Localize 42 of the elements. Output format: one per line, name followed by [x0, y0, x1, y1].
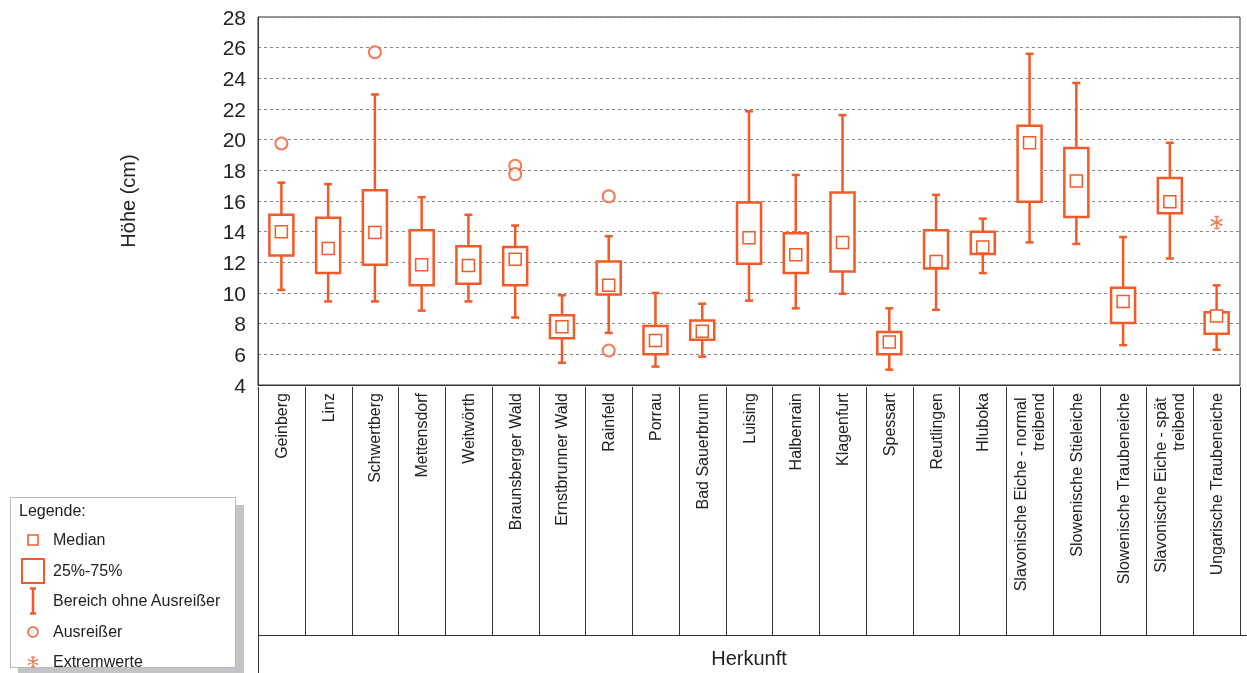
- y-tick-label: 12: [222, 250, 246, 274]
- text: Ausreißer: [53, 621, 123, 642]
- y-tick-label: 28: [222, 5, 246, 29]
- y-tick-label: 22: [222, 97, 246, 121]
- x-tick-label: Slowenische Traubeneiche: [1114, 392, 1132, 585]
- x-tick-label: Halbenrain: [787, 393, 805, 471]
- legend-label: Extremwerte: [53, 652, 143, 672]
- y-tick-label: 16: [222, 189, 246, 213]
- x-tick-label: Slavonische Eiche - normal treibend: [1012, 393, 1048, 592]
- x-tick-label: Reutlingen: [927, 393, 945, 470]
- x-tick-label: Ernstbrunner Wald: [553, 393, 571, 526]
- x-tick-label: Slavonische Eiche - spät treibend: [1152, 393, 1188, 573]
- x-tick-label: Slowenische Stieleiche: [1067, 392, 1085, 557]
- y-tick-label: 10: [222, 281, 246, 305]
- y-tick-label: 18: [222, 158, 246, 182]
- y-tick-label: 26: [222, 36, 246, 60]
- y-tick-label: 14: [222, 220, 247, 244]
- text: Median: [53, 530, 106, 550]
- x-tick-label: Porrau: [646, 393, 664, 442]
- x-tick-label: Spessart: [880, 392, 898, 457]
- x-tick-label: Klagenfurt: [834, 392, 852, 466]
- y-tick-label: 24: [222, 66, 247, 90]
- y-tick-label: 8: [234, 312, 246, 336]
- x-tick-label: Braunsberger Wald: [506, 393, 524, 531]
- text: 25%-75%: [53, 560, 123, 581]
- x-tick-label: Mettensdorf: [413, 392, 431, 478]
- legend-title: Legende:: [19, 502, 86, 520]
- x-tick-label: Schwertberg: [366, 393, 384, 483]
- x-tick-label: Ungarische Traubeneiche: [1208, 392, 1226, 576]
- x-tick-label: Bad Sauerbrunn: [693, 393, 711, 510]
- y-axis-title: Höhe (cm): [117, 154, 139, 248]
- x-tick-label: Luising: [740, 393, 758, 444]
- x-tick-label: Weitwörth: [459, 393, 477, 464]
- x-tick-label: Linz: [319, 393, 337, 423]
- x-tick-label: Hluboka: [974, 392, 992, 452]
- x-tick-label: Geinberg: [272, 393, 290, 459]
- x-axis-title: Herkunft: [711, 647, 788, 669]
- x-tick-label: Rainfeld: [600, 393, 618, 452]
- y-tick-label: 4: [234, 373, 247, 397]
- y-tick-label: 20: [222, 128, 246, 152]
- text: Bereich ohne Ausreißer: [53, 591, 221, 611]
- y-tick-label: 6: [234, 342, 246, 366]
